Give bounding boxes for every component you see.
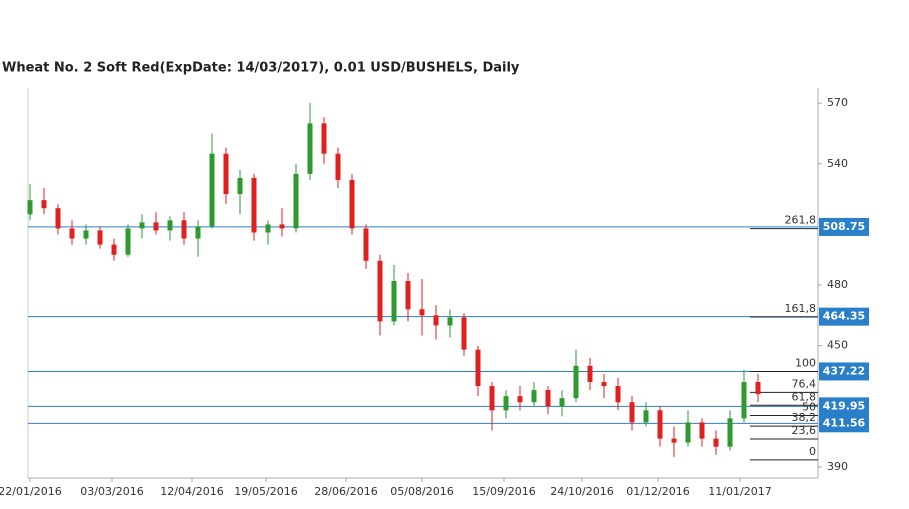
- y-tick-label: 540: [827, 157, 848, 170]
- chart-title: Wheat No. 2 Soft Red(ExpDate: 14/03/2017…: [2, 61, 520, 76]
- fib-label: 23,6: [792, 424, 817, 437]
- candle-body: [279, 224, 285, 229]
- candle-body: [111, 244, 117, 255]
- x-tick-label: 22/01/2016: [0, 485, 62, 498]
- candle-body: [685, 422, 691, 443]
- x-tick-label: 01/12/2016: [626, 485, 689, 498]
- candle-body: [335, 153, 341, 180]
- candle-body: [489, 386, 495, 411]
- x-tick-label: 15/09/2016: [472, 485, 535, 498]
- candle-body: [419, 309, 425, 316]
- fib-label: 50: [802, 401, 816, 414]
- level-label-box: [819, 217, 869, 236]
- candle-body: [97, 230, 103, 245]
- x-tick-label: 28/06/2016: [314, 485, 377, 498]
- candle-body: [405, 280, 411, 310]
- x-tick-label: 03/03/2016: [80, 485, 143, 498]
- y-tick-label: 570: [827, 96, 848, 109]
- x-tick-label: 12/04/2016: [160, 485, 223, 498]
- candle-body: [363, 228, 369, 261]
- candle-body: [727, 418, 733, 447]
- level-label-box: [819, 362, 869, 381]
- candle-body: [559, 398, 565, 407]
- candle-body: [503, 396, 509, 411]
- candle-body: [209, 153, 215, 227]
- candle-body: [713, 438, 719, 447]
- level-label: 508.75: [823, 220, 865, 233]
- candle-body: [125, 228, 131, 255]
- candle-body: [461, 317, 467, 350]
- candle-body: [531, 390, 537, 403]
- fib-label: 0: [809, 445, 816, 458]
- fib-label: 100: [795, 357, 816, 370]
- candle-body: [195, 226, 201, 239]
- fib-label: 161,8: [785, 302, 817, 315]
- x-tick-label: 19/05/2016: [234, 485, 297, 498]
- candle-body: [615, 386, 621, 403]
- x-tick-label: 11/01/2017: [708, 485, 771, 498]
- candle-body: [223, 153, 229, 195]
- candle-body: [433, 315, 439, 326]
- x-tick-label: 24/10/2016: [550, 485, 613, 498]
- candle-body: [741, 382, 747, 419]
- candle-body: [153, 222, 159, 231]
- candle-body: [573, 365, 579, 399]
- candle-body: [293, 173, 299, 229]
- candle-body: [349, 179, 355, 229]
- level-label-box: [819, 397, 869, 416]
- candle-body: [41, 200, 47, 209]
- candle-body: [517, 396, 523, 403]
- level-label: 464.35: [823, 310, 865, 323]
- fib-label: 38,2: [792, 411, 817, 424]
- candle-body: [671, 438, 677, 443]
- level-label-box: [819, 414, 869, 433]
- y-tick-label: 480: [827, 278, 848, 291]
- candle-body: [601, 382, 607, 387]
- level-label: 437.22: [823, 364, 865, 377]
- candle-body: [83, 230, 89, 239]
- candle-body: [251, 177, 257, 233]
- candle-body: [27, 200, 33, 215]
- fib-label: 76,4: [792, 377, 817, 390]
- candle-body: [755, 382, 761, 395]
- candle-body: [307, 123, 313, 174]
- y-tick-label: 450: [827, 339, 848, 352]
- level-label-box: [819, 307, 869, 326]
- candle-body: [167, 220, 173, 231]
- candle-body: [699, 422, 705, 439]
- fib-label: 61,8: [792, 390, 817, 403]
- candle-body: [475, 349, 481, 387]
- candle-body: [69, 228, 75, 239]
- candle-body: [391, 280, 397, 322]
- candle-body: [587, 365, 593, 383]
- y-tick-label: 390: [827, 460, 848, 473]
- candle-body: [321, 123, 327, 154]
- candle-body: [139, 222, 145, 229]
- candle-body: [181, 220, 187, 239]
- candle-body: [55, 208, 61, 229]
- candle-body: [447, 317, 453, 326]
- level-label: 411.56: [823, 416, 866, 429]
- candle-body: [629, 402, 635, 423]
- candle-body: [377, 260, 383, 322]
- candle-body: [265, 224, 271, 233]
- level-label: 419.95: [823, 399, 865, 412]
- fib-label: 261,8: [785, 214, 817, 227]
- candle-body: [643, 410, 649, 423]
- candle-body: [545, 390, 551, 407]
- x-tick-label: 05/08/2016: [390, 485, 453, 498]
- candle-body: [657, 410, 663, 439]
- candle-body: [237, 177, 243, 195]
